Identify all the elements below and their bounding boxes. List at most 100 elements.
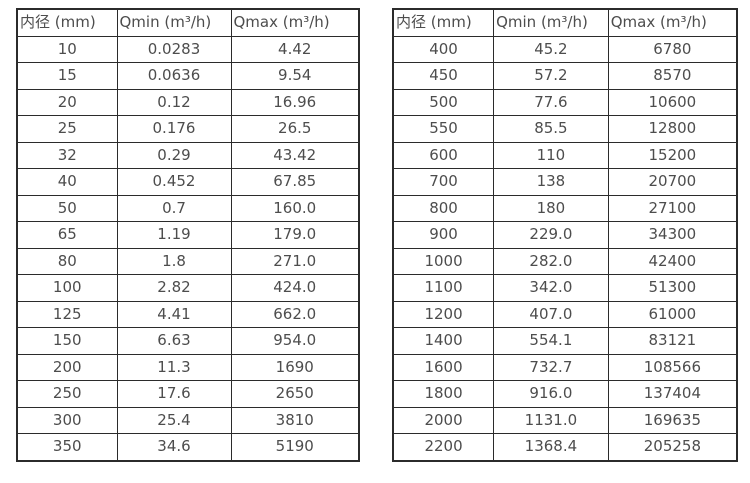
table-row: 1200 407.0 61000	[392, 300, 738, 328]
table-cell: 0.7	[116, 194, 232, 222]
table-cell: 600	[392, 141, 495, 169]
table-cell: 900	[392, 221, 495, 249]
table-row: 900 229.0 34300	[392, 221, 738, 249]
header-row: 内径 (mm) Qmin (m³/h) Qmax (m³/h)	[392, 8, 738, 37]
table-cell: 108566	[607, 353, 738, 381]
table-cell: 11.3	[116, 353, 232, 381]
table-cell: 700	[392, 168, 495, 196]
table-row: 450 57.2 8570	[392, 62, 738, 90]
table-cell: 205258	[607, 433, 738, 461]
table-cell: 50	[16, 194, 118, 222]
table-cell: 400	[392, 35, 495, 63]
table-row: 2200 1368.4 205258	[392, 433, 738, 461]
table-cell: 20700	[607, 168, 738, 196]
table-cell: 5190	[230, 433, 360, 461]
table-row: 1100 342.0 51300	[392, 274, 738, 302]
table-cell: 407.0	[493, 300, 609, 328]
table-cell: 916.0	[493, 380, 609, 408]
table-row: 25 0.176 26.5	[16, 115, 360, 143]
table-cell: 85.5	[493, 115, 609, 143]
table-row: 50 0.7 160.0	[16, 194, 360, 222]
table-cell: 137404	[607, 380, 738, 408]
table-cell: 350	[16, 433, 118, 461]
table-row: 800 180 27100	[392, 194, 738, 222]
table-cell: 0.0283	[116, 35, 232, 63]
table-cell: 32	[16, 141, 118, 169]
table-cell: 662.0	[230, 300, 360, 328]
table-cell: 80	[16, 247, 118, 275]
table-cell: 554.1	[493, 327, 609, 355]
table-row: 200 11.3 1690	[16, 353, 360, 381]
column-header: 内径 (mm)	[392, 8, 495, 37]
table-cell: 20	[16, 88, 118, 116]
table-cell: 2200	[392, 433, 495, 461]
table-cell: 2.82	[116, 274, 232, 302]
table-row: 20 0.12 16.96	[16, 88, 360, 116]
table-cell: 65	[16, 221, 118, 249]
table-row: 700 138 20700	[392, 168, 738, 196]
table-cell: 282.0	[493, 247, 609, 275]
table-cell: 4.41	[116, 300, 232, 328]
table-row: 300 25.4 3810	[16, 406, 360, 434]
table-cell: 25	[16, 115, 118, 143]
table-cell: 342.0	[493, 274, 609, 302]
column-header: Qmax (m³/h)	[230, 8, 360, 37]
table-cell: 229.0	[493, 221, 609, 249]
table-cell: 271.0	[230, 247, 360, 275]
table-cell: 1800	[392, 380, 495, 408]
table-cell: 179.0	[230, 221, 360, 249]
table-row: 15 0.0636 9.54	[16, 62, 360, 90]
column-header: 内径 (mm)	[16, 8, 118, 37]
table-cell: 15200	[607, 141, 738, 169]
table-cell: 1.19	[116, 221, 232, 249]
table-cell: 1.8	[116, 247, 232, 275]
table-cell: 1131.0	[493, 406, 609, 434]
table-row: 500 77.6 10600	[392, 88, 738, 116]
table-row: 150 6.63 954.0	[16, 327, 360, 355]
table-cell: 26.5	[230, 115, 360, 143]
column-header: Qmax (m³/h)	[607, 8, 738, 37]
table-cell: 250	[16, 380, 118, 408]
table-cell: 12800	[607, 115, 738, 143]
table-cell: 83121	[607, 327, 738, 355]
table-row: 10 0.0283 4.42	[16, 35, 360, 63]
table-cell: 67.85	[230, 168, 360, 196]
table-cell: 2000	[392, 406, 495, 434]
table-cell: 9.54	[230, 62, 360, 90]
table-cell: 110	[493, 141, 609, 169]
table-cell: 16.96	[230, 88, 360, 116]
table-cell: 300	[16, 406, 118, 434]
table-cell: 51300	[607, 274, 738, 302]
table-row: 1400 554.1 83121	[392, 327, 738, 355]
table-cell: 1000	[392, 247, 495, 275]
table-cell: 150	[16, 327, 118, 355]
table-cell: 954.0	[230, 327, 360, 355]
table-cell: 42400	[607, 247, 738, 275]
table-cell: 0.12	[116, 88, 232, 116]
table-row: 1800 916.0 137404	[392, 380, 738, 408]
table-cell: 17.6	[116, 380, 232, 408]
table-cell: 160.0	[230, 194, 360, 222]
table-cell: 34.6	[116, 433, 232, 461]
table-cell: 43.42	[230, 141, 360, 169]
table-row: 1000 282.0 42400	[392, 247, 738, 275]
table-cell: 15	[16, 62, 118, 90]
table-cell: 27100	[607, 194, 738, 222]
table-cell: 1690	[230, 353, 360, 381]
table-row: 250 17.6 2650	[16, 380, 360, 408]
table-cell: 100	[16, 274, 118, 302]
table-cell: 1368.4	[493, 433, 609, 461]
table-row: 32 0.29 43.42	[16, 141, 360, 169]
table-cell: 45.2	[493, 35, 609, 63]
table-cell: 3810	[230, 406, 360, 434]
table-cell: 0.0636	[116, 62, 232, 90]
table-cell: 77.6	[493, 88, 609, 116]
table-cell: 40	[16, 168, 118, 196]
table-cell: 0.29	[116, 141, 232, 169]
table-row: 400 45.2 6780	[392, 35, 738, 63]
table-row: 550 85.5 12800	[392, 115, 738, 143]
table-cell: 450	[392, 62, 495, 90]
table-cell: 34300	[607, 221, 738, 249]
table-cell: 57.2	[493, 62, 609, 90]
